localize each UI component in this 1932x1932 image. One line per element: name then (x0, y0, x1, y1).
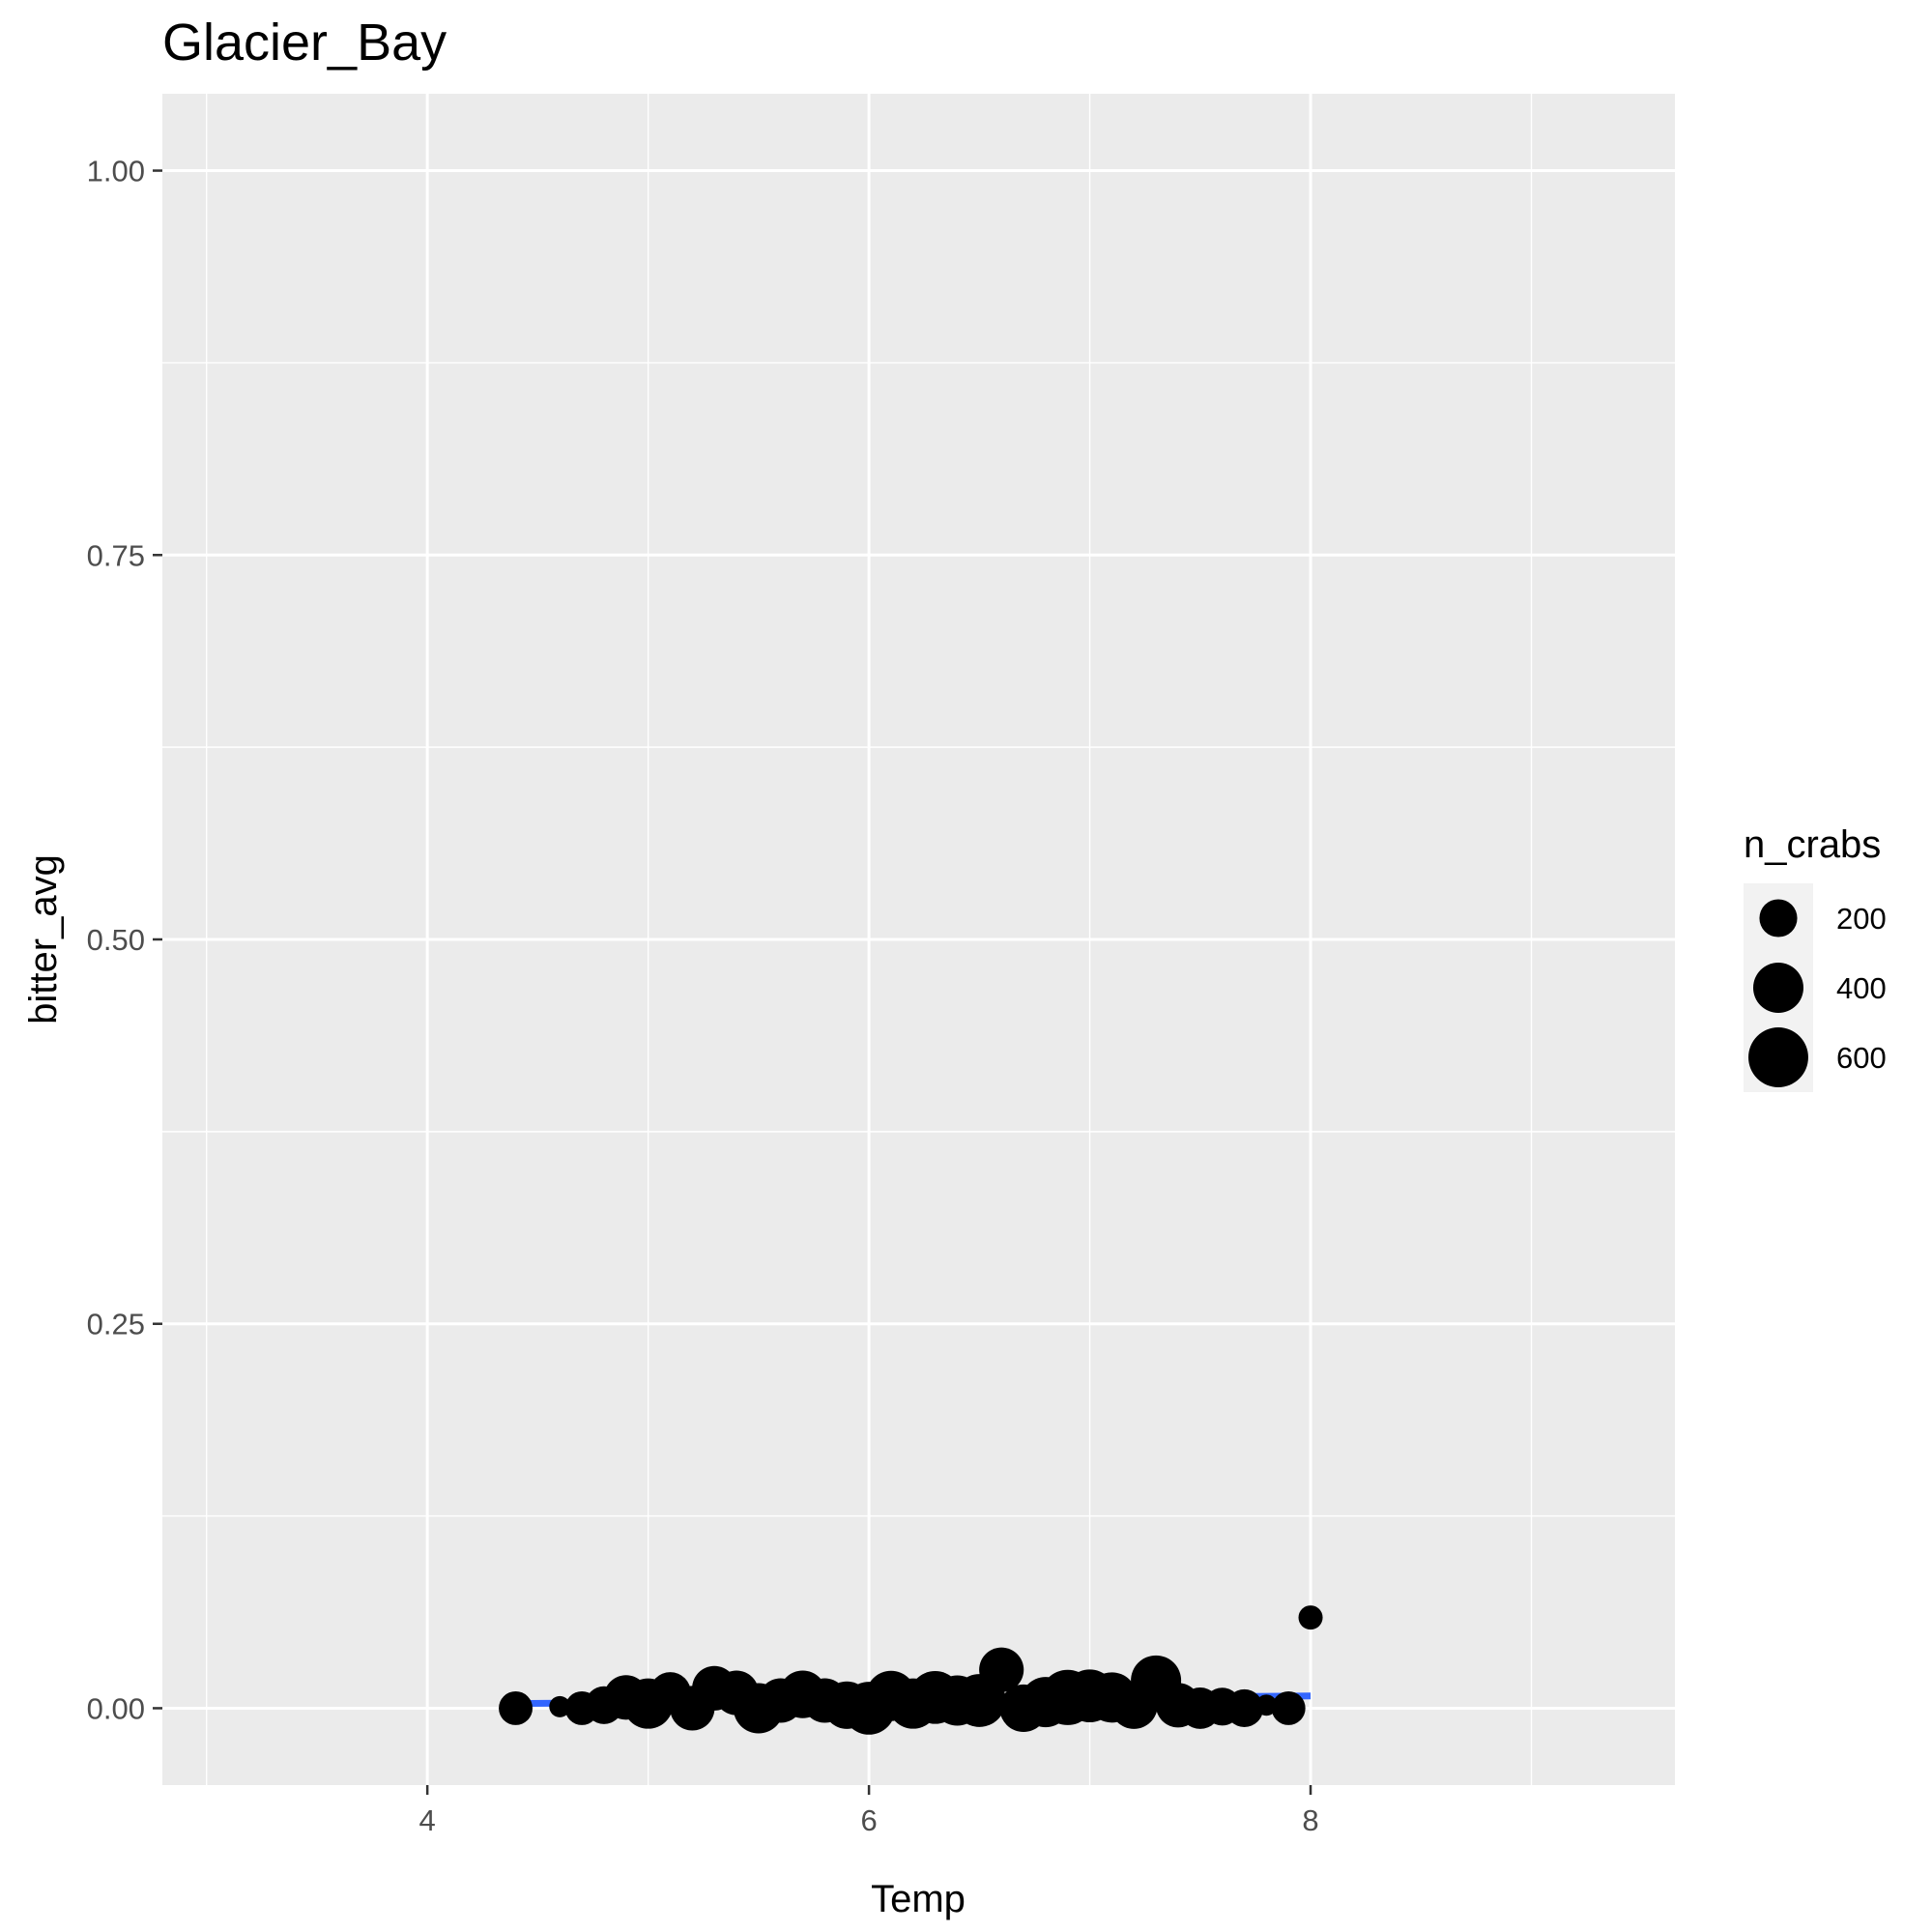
x-axis-title: Temp (871, 1878, 966, 1920)
y-axis-title: bitter_avg (22, 854, 65, 1024)
data-point (979, 1647, 1024, 1692)
legend-title: n_crabs (1744, 823, 1881, 866)
size-legend: n_crabs 200 400 600 (1744, 823, 1887, 1092)
y-tick-label: 1.00 (87, 155, 145, 188)
y-tick-label: 0.75 (87, 538, 145, 572)
x-tick-label: 6 (860, 1803, 877, 1837)
gridlines (162, 94, 1675, 1785)
x-tick-label: 4 (419, 1803, 436, 1837)
legend-size-key (1759, 899, 1798, 937)
legend-size-key (1748, 1027, 1808, 1087)
y-tick-label: 0.50 (87, 923, 145, 957)
data-point (1298, 1605, 1323, 1630)
data-point (1225, 1688, 1264, 1728)
legend-keys: 200 400 600 (1748, 899, 1887, 1087)
y-tick-label: 0.00 (87, 1691, 145, 1725)
legend-label: 400 (1836, 971, 1887, 1005)
data-point (1271, 1690, 1306, 1725)
legend-label: 200 (1836, 902, 1887, 936)
legend-size-key (1753, 963, 1803, 1013)
chart-title: Glacier_Bay (162, 14, 447, 72)
legend-label: 600 (1836, 1041, 1887, 1075)
axes: 4 6 8 0.00 0.25 0.50 0.75 1.00 (87, 155, 1319, 1837)
y-tick-label: 0.25 (87, 1308, 145, 1341)
data-point (1255, 1694, 1278, 1716)
data-points (499, 1605, 1323, 1735)
data-point (499, 1690, 533, 1725)
data-point (549, 1695, 571, 1717)
x-tick-label: 8 (1302, 1803, 1318, 1837)
